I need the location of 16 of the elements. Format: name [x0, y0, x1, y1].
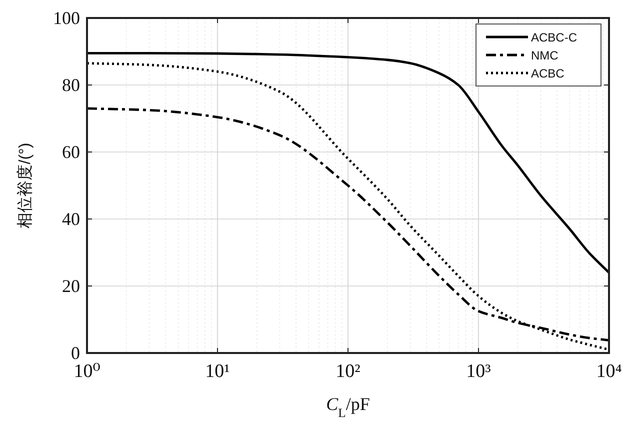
x-tick-label: 10⁰: [74, 361, 101, 382]
legend-label: ACBC: [531, 66, 565, 80]
y-tick-label: 60: [62, 142, 80, 162]
legend-label: NMC: [531, 48, 559, 62]
legend-label: ACBC-C: [531, 30, 578, 44]
y-axis-title: 相位裕度/(°): [16, 142, 34, 228]
y-tick-label: 0: [71, 343, 80, 363]
y-tick-label: 40: [62, 209, 80, 229]
y-tick-label: 20: [62, 276, 80, 296]
x-tick-label: 10¹: [205, 361, 230, 382]
x-tick-label: 10⁴: [596, 361, 622, 382]
x-axis-title: C$_{L}$/pF: [326, 394, 370, 420]
y-tick-label: 100: [53, 8, 80, 28]
x-tick-label: 10³: [466, 361, 492, 382]
y-tick-label: 80: [62, 75, 80, 95]
x-tick-label: 10²: [336, 361, 361, 382]
